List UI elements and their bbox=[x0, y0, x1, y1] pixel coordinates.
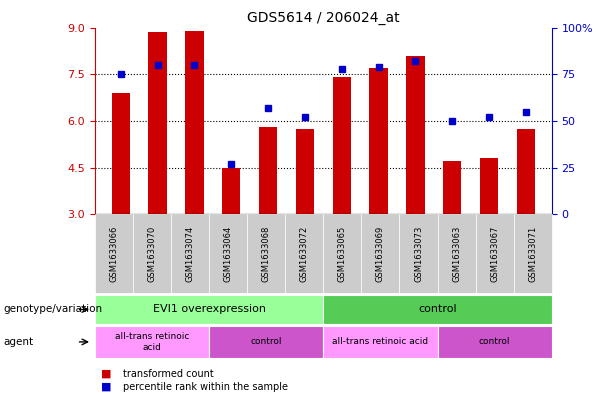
Text: EVI1 overexpression: EVI1 overexpression bbox=[153, 305, 265, 314]
Bar bbox=[517, 129, 535, 214]
Text: GSM1633069: GSM1633069 bbox=[376, 225, 385, 282]
Text: ■: ■ bbox=[101, 369, 112, 379]
Text: GSM1633066: GSM1633066 bbox=[110, 225, 118, 282]
Text: percentile rank within the sample: percentile rank within the sample bbox=[123, 382, 287, 392]
Bar bbox=[112, 93, 130, 214]
Text: genotype/variation: genotype/variation bbox=[3, 305, 102, 314]
Text: control: control bbox=[418, 305, 457, 314]
Bar bbox=[148, 32, 167, 214]
Bar bbox=[259, 127, 277, 214]
Title: GDS5614 / 206024_at: GDS5614 / 206024_at bbox=[247, 11, 400, 25]
Text: GSM1633071: GSM1633071 bbox=[528, 225, 537, 282]
Text: GSM1633074: GSM1633074 bbox=[186, 225, 195, 282]
Bar bbox=[185, 31, 204, 214]
Text: transformed count: transformed count bbox=[123, 369, 213, 379]
Text: all-trans retinoic acid: all-trans retinoic acid bbox=[332, 338, 428, 346]
Text: control: control bbox=[251, 338, 282, 346]
Text: GSM1633064: GSM1633064 bbox=[224, 225, 233, 282]
Text: GSM1633068: GSM1633068 bbox=[262, 225, 271, 282]
Text: GSM1633067: GSM1633067 bbox=[490, 225, 499, 282]
Bar bbox=[295, 129, 314, 214]
Bar bbox=[480, 158, 498, 214]
Text: GSM1633065: GSM1633065 bbox=[338, 225, 347, 282]
Text: GSM1633063: GSM1633063 bbox=[452, 225, 461, 282]
Bar bbox=[406, 55, 425, 214]
Text: GSM1633070: GSM1633070 bbox=[148, 225, 156, 282]
Bar bbox=[443, 161, 462, 214]
Text: all-trans retinoic
acid: all-trans retinoic acid bbox=[115, 332, 189, 352]
Text: GSM1633072: GSM1633072 bbox=[300, 225, 309, 282]
Text: GSM1633073: GSM1633073 bbox=[414, 225, 423, 282]
Bar bbox=[370, 68, 388, 214]
Text: ■: ■ bbox=[101, 382, 112, 392]
Bar bbox=[222, 167, 240, 214]
Text: control: control bbox=[479, 338, 511, 346]
Text: agent: agent bbox=[3, 337, 33, 347]
Bar bbox=[333, 77, 351, 214]
